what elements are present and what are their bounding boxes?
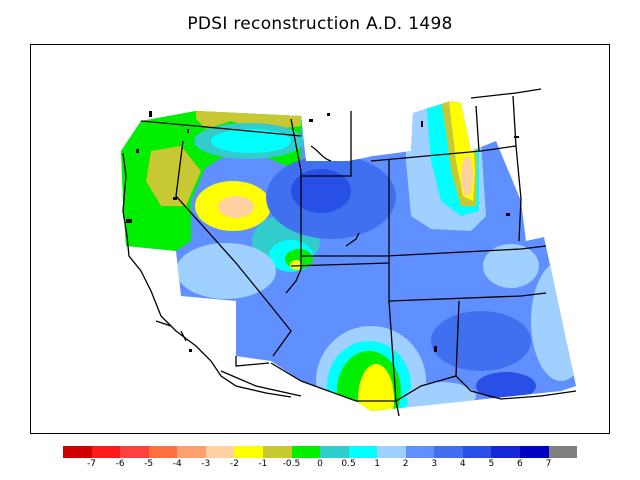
legend-swatch bbox=[348, 446, 378, 458]
legend-tick-label: 5 bbox=[488, 459, 495, 469]
legend-swatch bbox=[491, 446, 520, 458]
legend-swatch bbox=[291, 446, 321, 458]
pdsi-map bbox=[121, 88, 577, 417]
legend-swatch bbox=[262, 446, 292, 458]
legend-tick-label: 0 bbox=[317, 459, 323, 469]
legend-swatch bbox=[177, 446, 206, 458]
legend-tick-label: 0.5 bbox=[341, 459, 356, 469]
legend-tick-label: 6 bbox=[517, 459, 523, 469]
legend-swatch bbox=[548, 446, 578, 458]
legend-tick-label: -5 bbox=[144, 459, 154, 469]
legend-tick-label: 7 bbox=[545, 459, 552, 469]
legend-swatch bbox=[434, 446, 463, 458]
legend-tick-label: 1 bbox=[374, 459, 380, 469]
legend-swatch bbox=[320, 446, 349, 458]
map-title: PDSI reconstruction A.D. 1498 bbox=[187, 14, 453, 34]
legend-tick-label: 4 bbox=[459, 459, 466, 469]
legend-tick-label: -4 bbox=[172, 459, 182, 469]
legend-swatch bbox=[462, 446, 492, 458]
legend-tick-label: -3 bbox=[201, 459, 211, 469]
legend-swatch bbox=[63, 446, 92, 458]
legend-swatch bbox=[120, 446, 149, 458]
legend-colorbar bbox=[63, 446, 578, 458]
map-frame bbox=[30, 44, 610, 434]
legend-tick-label: -2 bbox=[229, 459, 239, 469]
legend-tick-labels: -7 -6 -5 -4 -3 -2 -1 -0.5 0 0.5 1 2 3 4 5 6 7 bbox=[0, 459, 640, 473]
legend-swatch bbox=[148, 446, 178, 458]
legend-swatch bbox=[520, 446, 549, 458]
legend-swatch bbox=[405, 446, 435, 458]
lakes-and-islands bbox=[126, 111, 519, 352]
legend-tick-label: -7 bbox=[87, 459, 97, 469]
boundary-lines bbox=[122, 88, 577, 417]
legend-tick-label: -0.5 bbox=[282, 459, 301, 469]
legend-swatch bbox=[91, 446, 121, 458]
legend-swatch bbox=[377, 446, 406, 458]
legend-tick-label: 2 bbox=[402, 459, 409, 469]
legend-tick-label: -6 bbox=[115, 459, 125, 469]
legend-tick-label: -1 bbox=[258, 459, 268, 469]
legend-swatch bbox=[205, 446, 235, 458]
legend-swatch bbox=[234, 446, 263, 458]
legend-tick-label: 3 bbox=[431, 459, 438, 469]
